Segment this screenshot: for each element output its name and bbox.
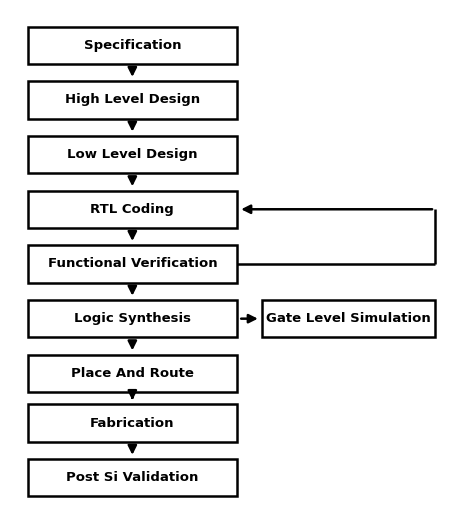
Text: RTL Coding: RTL Coding (91, 203, 174, 216)
Text: High Level Design: High Level Design (65, 93, 200, 106)
FancyBboxPatch shape (27, 81, 237, 119)
FancyBboxPatch shape (27, 246, 237, 283)
Text: Gate Level Simulation: Gate Level Simulation (266, 312, 431, 325)
FancyBboxPatch shape (27, 136, 237, 173)
Text: Place And Route: Place And Route (71, 367, 194, 380)
Text: Specification: Specification (83, 39, 181, 52)
FancyBboxPatch shape (262, 300, 435, 337)
Text: Post Si Validation: Post Si Validation (66, 471, 199, 484)
FancyBboxPatch shape (27, 355, 237, 392)
Text: Logic Synthesis: Logic Synthesis (74, 312, 191, 325)
FancyBboxPatch shape (27, 405, 237, 442)
FancyBboxPatch shape (27, 26, 237, 64)
Text: Fabrication: Fabrication (90, 416, 174, 429)
Text: Functional Verification: Functional Verification (47, 257, 217, 270)
FancyBboxPatch shape (27, 191, 237, 228)
Text: Low Level Design: Low Level Design (67, 148, 198, 161)
FancyBboxPatch shape (27, 459, 237, 496)
FancyBboxPatch shape (27, 300, 237, 337)
